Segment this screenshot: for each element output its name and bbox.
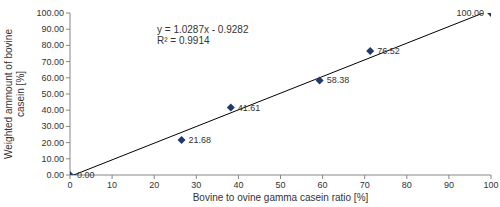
- y-tick-label: 100.00: [36, 8, 64, 18]
- trendline: [70, 13, 491, 175]
- data-label: 21.68: [189, 135, 212, 145]
- y-axis: [70, 13, 71, 175]
- y-tick: [66, 158, 70, 159]
- x-tick-label: 60: [318, 180, 328, 190]
- y-tick: [66, 29, 70, 30]
- x-tick: [364, 175, 365, 179]
- y-tick: [66, 61, 70, 62]
- y-tick-label: 20.00: [41, 138, 64, 148]
- data-point: [487, 13, 491, 17]
- x-tick: [322, 175, 323, 179]
- x-tick-label: 90: [444, 180, 454, 190]
- annotation: y = 1.0287x - 0.9282: [157, 24, 249, 35]
- y-tick-label: 60.00: [41, 73, 64, 83]
- y-tick-label: 10.00: [41, 154, 64, 164]
- data-label: 0.00: [77, 170, 95, 180]
- y-tick: [66, 110, 70, 111]
- y-tick: [66, 142, 70, 143]
- data-label: 41.61: [238, 103, 261, 113]
- x-tick: [196, 175, 197, 179]
- x-tick: [112, 175, 113, 179]
- y-tick: [66, 45, 70, 46]
- x-tick: [280, 175, 281, 179]
- x-tick: [406, 175, 407, 179]
- data-point: [70, 171, 74, 175]
- x-axis-label: Bovine to ovine gamma casein ratio [%]: [193, 192, 369, 203]
- y-tick: [66, 13, 70, 14]
- chart: 0.00 10.00 20.00 30.00 40.00 50.00 60.00 70.00 8…: [0, 0, 500, 207]
- data-label: 100.00: [456, 8, 484, 18]
- x-tick-label: 70: [360, 180, 370, 190]
- x-tick: [238, 175, 239, 179]
- y-tick: [66, 126, 70, 127]
- data-label: 58.38: [327, 75, 350, 85]
- x-tick: [70, 175, 71, 179]
- annotation: R² = 0.9914: [157, 35, 210, 46]
- y-axis-label: casein [%]: [15, 71, 26, 117]
- data-point: [227, 104, 235, 112]
- x-tick-label: 20: [149, 180, 159, 190]
- y-tick-label: 50.00: [41, 89, 64, 99]
- x-tick: [448, 175, 449, 179]
- y-tick: [66, 77, 70, 78]
- x-tick: [154, 175, 155, 179]
- data-label: 76.52: [377, 46, 400, 56]
- data-point: [316, 76, 324, 84]
- y-tick-label: 80.00: [41, 40, 64, 50]
- y-tick-label: 30.00: [41, 121, 64, 131]
- y-tick-label: 90.00: [41, 24, 64, 34]
- x-tick-label: 40: [233, 180, 243, 190]
- x-tick-label: 30: [191, 180, 201, 190]
- x-tick: [491, 175, 492, 179]
- y-axis-label: Weighted ammount of bovine: [3, 29, 14, 159]
- plot-area: [70, 13, 491, 175]
- y-tick: [66, 175, 70, 176]
- x-tick-label: 0: [67, 180, 72, 190]
- y-tick: [66, 94, 70, 95]
- y-tick-label: 70.00: [41, 57, 64, 67]
- y-tick-label: 40.00: [41, 105, 64, 115]
- x-tick-label: 100: [483, 180, 498, 190]
- x-tick-label: 10: [107, 180, 117, 190]
- x-tick-label: 50: [275, 180, 285, 190]
- x-tick-label: 80: [402, 180, 412, 190]
- x-axis: [70, 175, 491, 176]
- data-point: [178, 136, 186, 144]
- data-point: [366, 47, 374, 55]
- y-tick-label: 0.00: [46, 170, 64, 180]
